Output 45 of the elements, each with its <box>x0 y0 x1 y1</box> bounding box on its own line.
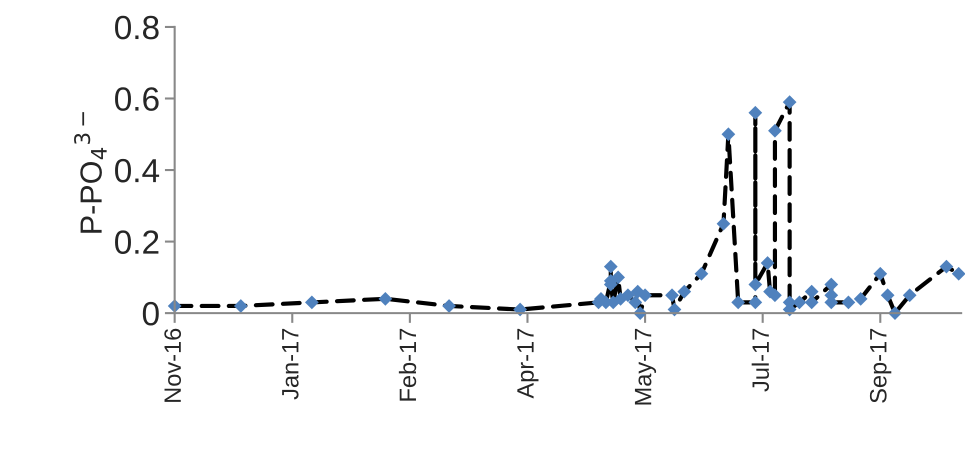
point <box>842 296 856 309</box>
x-tick-label: Feb-17 <box>398 328 416 401</box>
point <box>748 278 762 292</box>
point <box>716 217 730 230</box>
point <box>768 124 782 138</box>
point <box>748 106 762 120</box>
y-axis-title: P-PO$_{4}$$^{3−}$ <box>74 112 107 233</box>
x-tick-label: Nov-16 <box>164 328 182 402</box>
point <box>854 292 868 306</box>
point <box>678 285 691 298</box>
point <box>760 256 774 270</box>
point <box>952 267 965 280</box>
x-tick-label: Apr-17 <box>517 328 538 399</box>
point <box>638 288 652 302</box>
point <box>805 285 818 298</box>
point <box>792 296 806 309</box>
point <box>305 296 318 309</box>
x-tick-label: May-17 <box>634 328 656 404</box>
point <box>748 296 762 309</box>
point <box>783 95 796 109</box>
x-tick-label: Sep-17 <box>870 328 892 403</box>
y-tick-label: 0.6 <box>115 87 159 111</box>
point <box>805 296 818 309</box>
point <box>694 267 708 280</box>
point <box>940 260 954 274</box>
point <box>442 299 456 313</box>
point <box>604 260 618 274</box>
point <box>612 270 625 284</box>
point <box>628 296 642 309</box>
point <box>378 292 392 306</box>
point <box>881 288 894 302</box>
point <box>722 128 735 141</box>
point <box>234 299 248 313</box>
point <box>621 288 635 302</box>
x-tick-label: Jan-17 <box>282 328 299 400</box>
y-tick-label: 0.2 <box>115 230 158 254</box>
y-tick-label: 0.8 <box>115 16 159 40</box>
y-tick-label: 0.4 <box>115 158 160 182</box>
point <box>903 288 916 302</box>
x-tick-label: Jul-17 <box>752 328 770 392</box>
point <box>824 278 838 292</box>
y-tick-label: 0 <box>142 302 159 326</box>
point <box>874 267 887 280</box>
point <box>732 296 745 309</box>
point <box>665 288 679 302</box>
